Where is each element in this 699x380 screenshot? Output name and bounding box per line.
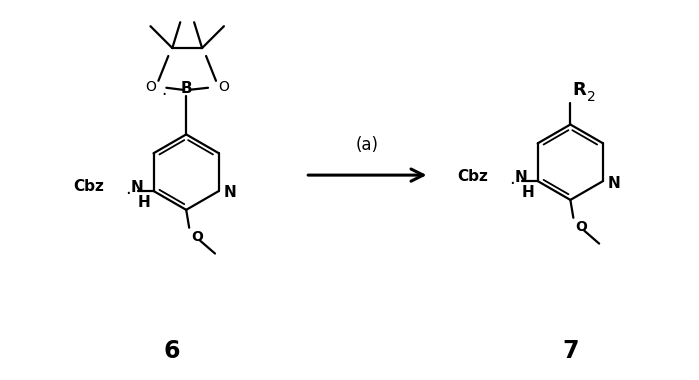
Text: H: H [522,185,535,201]
Text: O: O [218,80,229,94]
Text: N: N [515,169,528,185]
Text: H: H [138,195,150,211]
Text: N: N [224,185,236,201]
Text: N: N [131,179,143,195]
Text: 7: 7 [562,339,579,363]
Text: Cbz: Cbz [457,169,488,184]
Text: B: B [180,81,192,96]
Text: N: N [608,176,621,190]
Text: (a): (a) [356,136,379,154]
Text: R: R [572,81,586,99]
Text: O: O [191,230,203,244]
Text: 2: 2 [587,90,596,104]
Text: .: . [125,180,131,198]
Text: O: O [575,220,587,234]
Text: O: O [145,80,157,94]
Text: .: . [161,81,166,99]
Text: Cbz: Cbz [73,179,104,193]
Text: 6: 6 [163,339,180,363]
Text: .: . [509,170,514,188]
